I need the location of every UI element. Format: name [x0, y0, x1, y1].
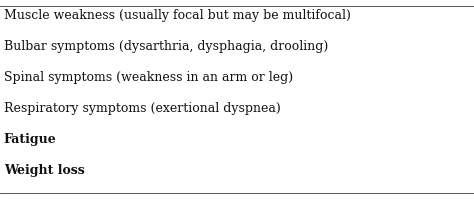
Text: Respiratory symptoms (exertional dyspnea): Respiratory symptoms (exertional dyspnea…	[4, 102, 281, 115]
Text: Fatigue: Fatigue	[4, 133, 56, 146]
Text: Weight loss: Weight loss	[4, 164, 84, 177]
Text: Bulbar symptoms (dysarthria, dysphagia, drooling): Bulbar symptoms (dysarthria, dysphagia, …	[4, 40, 328, 53]
Text: Muscle weakness (usually focal but may be multifocal): Muscle weakness (usually focal but may b…	[4, 9, 351, 22]
Text: Spinal symptoms (weakness in an arm or leg): Spinal symptoms (weakness in an arm or l…	[4, 71, 293, 84]
